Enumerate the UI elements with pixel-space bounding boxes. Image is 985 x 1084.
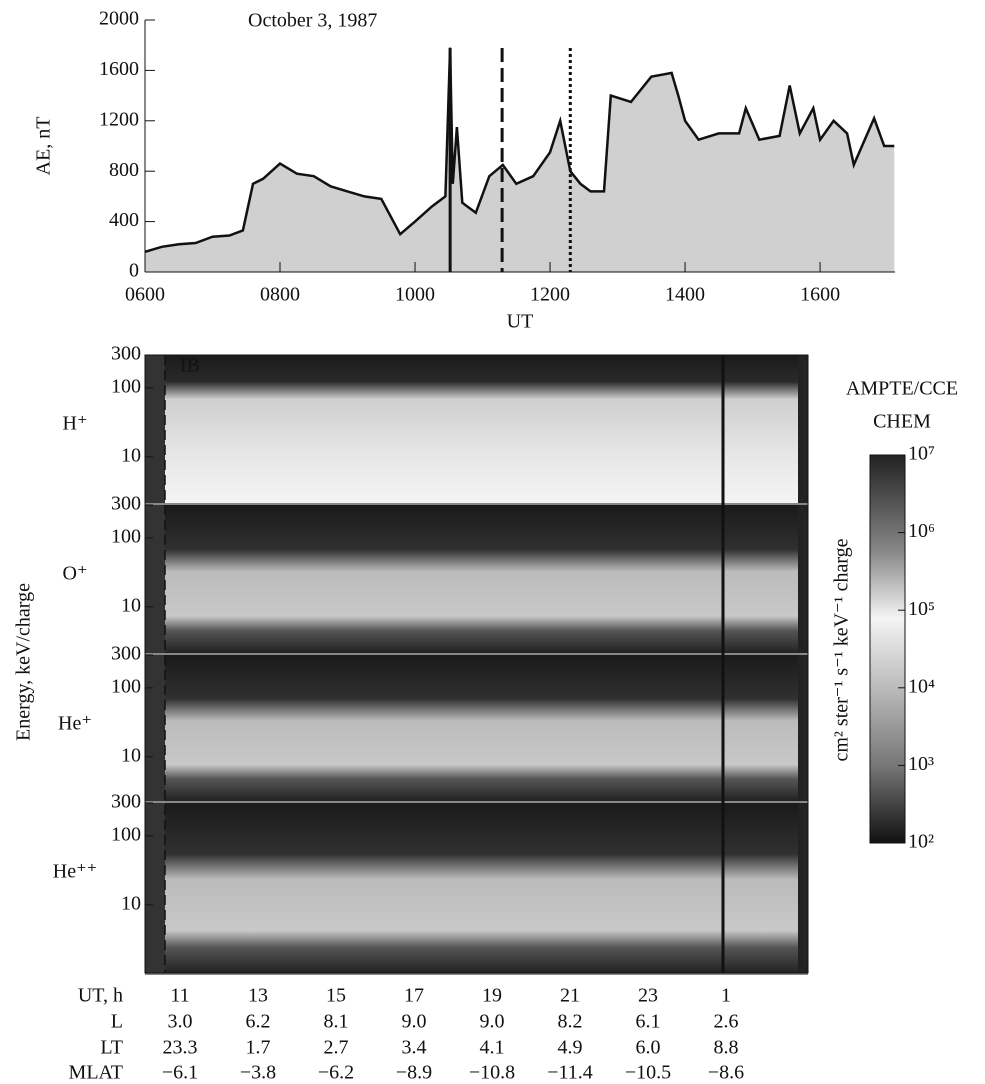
row-label: MLAT (69, 1062, 123, 1084)
table-cell: 4.1 (480, 1037, 505, 1059)
panel-edge (798, 505, 808, 653)
spectrogram-panel (145, 355, 808, 503)
y-tick-label: 300 (111, 343, 141, 365)
x-tick-label: 0600 (125, 284, 165, 306)
table-cell: 3.0 (168, 1011, 193, 1033)
table-cell: 6.2 (246, 1011, 271, 1033)
instrument: AMPTE/CCE (846, 378, 958, 400)
x-tick-label: 0800 (260, 284, 300, 306)
table-cell: 11 (170, 985, 189, 1007)
instrument: CHEM (873, 411, 931, 433)
y-tick-label: 10 (121, 744, 141, 766)
table-cell: −8.6 (708, 1062, 744, 1084)
table-cell: 8.2 (558, 1011, 583, 1033)
y-tick-label: 100 (111, 675, 141, 697)
table-cell: −10.8 (469, 1062, 515, 1084)
y-tick-label: 100 (111, 823, 141, 845)
table-cell: 2.6 (714, 1011, 739, 1033)
y-tick-label: 10 (121, 892, 141, 914)
table-cell: 1.7 (246, 1037, 271, 1059)
panel-edge (145, 355, 165, 503)
y-tick-label: 800 (109, 159, 139, 181)
x-tick-label: 1600 (800, 284, 840, 306)
panel-edge (145, 803, 165, 973)
colorbar-tick-label: 10⁶ (908, 520, 935, 542)
y-tick-label: 1200 (99, 108, 139, 130)
table-cell: 9.0 (402, 1011, 427, 1033)
y-axis-label: Energy, keV/charge (13, 583, 35, 741)
table-cell: 6.1 (636, 1011, 661, 1033)
table-cell: −10.5 (625, 1062, 671, 1084)
area (145, 47, 895, 273)
table-cell: 9.0 (480, 1011, 505, 1033)
panel-label: H⁺ (63, 413, 88, 435)
table-cell: −6.1 (162, 1062, 198, 1084)
colorbar-label: cm² ster⁻¹ s⁻¹ keV⁻¹ charge (831, 538, 853, 761)
annotation: IB (180, 355, 200, 377)
table-cell: 6.0 (636, 1037, 661, 1059)
table-cell: 8.1 (324, 1011, 349, 1033)
y-tick-label: 400 (109, 209, 139, 231)
table-cell: 17 (404, 985, 424, 1007)
y-tick-label: 300 (111, 791, 141, 813)
spectrogram-panel (145, 803, 808, 973)
table-cell: 8.8 (714, 1037, 739, 1059)
table-cell: 1 (721, 985, 731, 1007)
panel-label: O⁺ (63, 563, 88, 585)
spectrogram-panel (145, 505, 808, 653)
panel-label: He⁺⁺ (53, 861, 97, 883)
table-cell: 23 (638, 985, 658, 1007)
panel-label: He⁺ (58, 713, 92, 735)
colorbar-tick-label: 10² (908, 831, 934, 853)
panel-edge (145, 655, 165, 801)
row-label: UT, h (78, 985, 123, 1007)
table-cell: −6.2 (318, 1062, 354, 1084)
line (144, 47, 895, 253)
y-tick-label: 300 (111, 493, 141, 515)
row-label: L (111, 1011, 123, 1033)
y-tick-label: 1600 (99, 58, 139, 80)
colorbar-tick-label: 10⁴ (908, 675, 935, 697)
table-cell: 23.3 (163, 1037, 198, 1059)
chart-title: October 3, 1987 (248, 10, 377, 32)
table-cell: 4.9 (558, 1037, 583, 1059)
x-tick-label: 1200 (530, 284, 570, 306)
colorbar-tick-label: 10³ (908, 753, 934, 775)
row-label: LT (100, 1037, 123, 1059)
y-tick-label: 100 (111, 375, 141, 397)
table-cell: 2.7 (324, 1037, 349, 1059)
colorbar (869, 454, 906, 844)
table-cell: 19 (482, 985, 502, 1007)
panel-edge (798, 803, 808, 973)
y-axis-label: AE, nT (33, 117, 55, 176)
x-axis-label: UT (507, 311, 534, 333)
table-cell: 21 (560, 985, 580, 1007)
x-tick-label: 1400 (665, 284, 705, 306)
y-tick-label: 300 (111, 643, 141, 665)
y-tick-label: 100 (111, 525, 141, 547)
table-cell: 13 (248, 985, 268, 1007)
x-tick-label: 1000 (395, 284, 435, 306)
frame (144, 354, 809, 974)
panel-edge (145, 505, 165, 653)
y-tick-label: 2000 (99, 8, 139, 30)
y-tick-label: 10 (121, 594, 141, 616)
colorbar-tick-label: 10⁷ (908, 443, 935, 465)
panel-edge (798, 655, 808, 801)
spectrogram-panel (145, 655, 808, 801)
panel-edge (798, 355, 808, 503)
y-tick-label: 0 (129, 260, 139, 282)
table-cell: 15 (326, 985, 346, 1007)
table-cell: −8.9 (396, 1062, 432, 1084)
colorbar-tick-label: 10⁵ (908, 598, 935, 620)
table-cell: −3.8 (240, 1062, 276, 1084)
table-cell: 3.4 (402, 1037, 427, 1059)
y-tick-label: 10 (121, 444, 141, 466)
table-cell: −11.4 (547, 1062, 593, 1084)
